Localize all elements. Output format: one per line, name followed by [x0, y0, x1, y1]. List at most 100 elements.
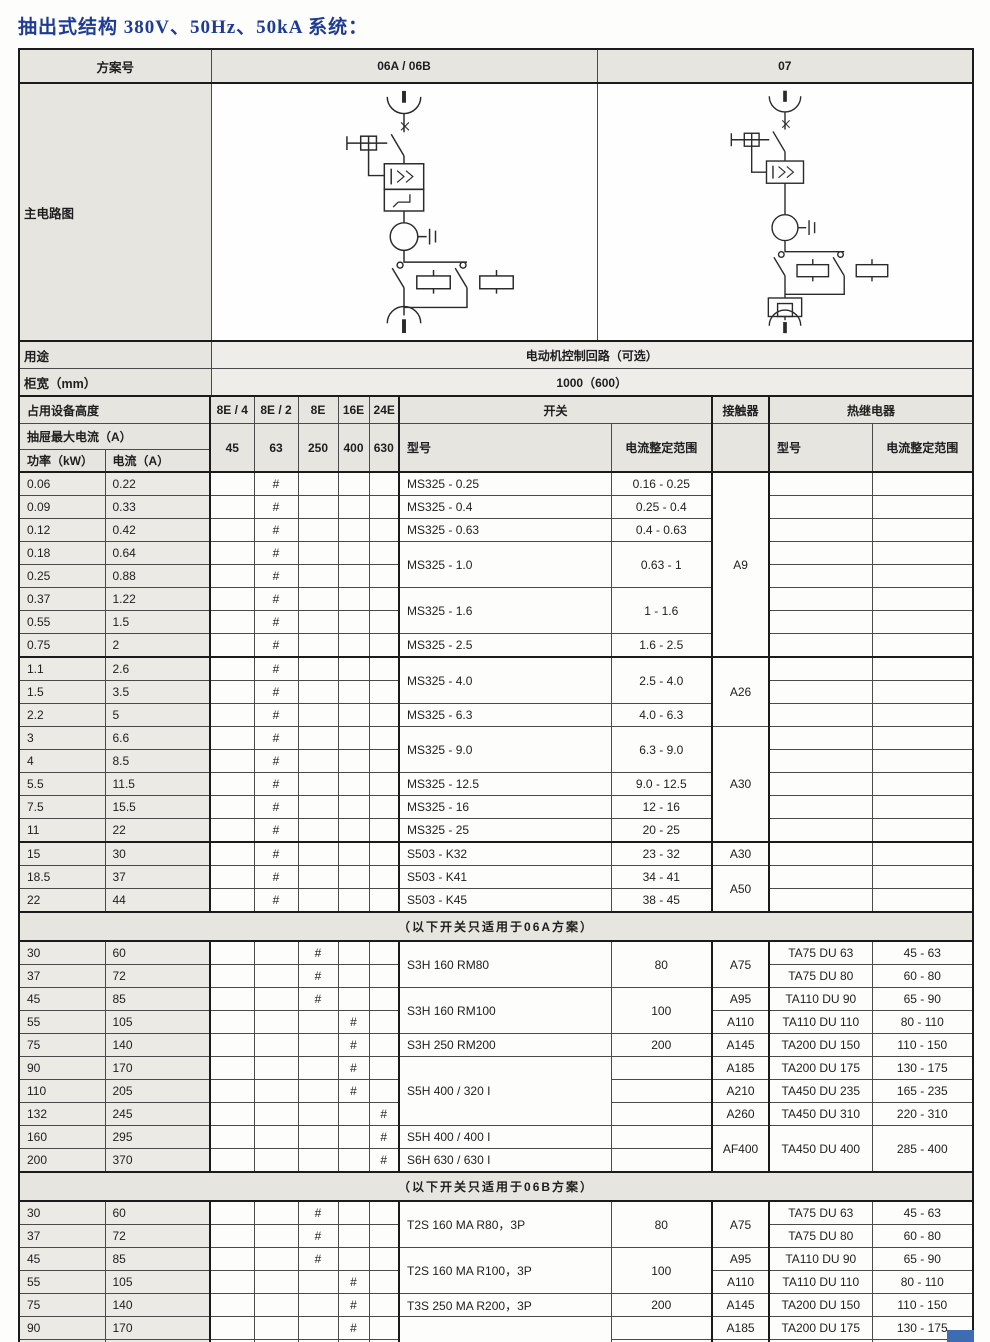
cell	[253, 964, 299, 988]
main-circuit-label: 主电路图	[18, 82, 212, 342]
selection-table: 占用设备高度 8E / 4 8E / 2 8E 16E 24E 开关 接触器 热继电器 抽屉最大电…	[18, 395, 975, 1342]
cell: A50	[711, 865, 770, 913]
cell	[368, 471, 400, 496]
cell: A145	[711, 1293, 770, 1317]
cell: 370	[104, 1148, 211, 1173]
cell: #	[297, 1224, 339, 1248]
cell: 63	[253, 423, 299, 473]
cell	[337, 518, 370, 542]
cell	[209, 888, 255, 913]
cell	[253, 1200, 299, 1225]
cell	[209, 772, 255, 796]
cell: 45	[209, 423, 255, 473]
cell	[253, 1125, 299, 1149]
cell: A75	[711, 940, 770, 988]
cell	[253, 987, 299, 1011]
cell: 65 - 90	[871, 1247, 974, 1271]
cell	[368, 1224, 400, 1248]
cell	[209, 587, 255, 611]
cell	[209, 1224, 255, 1248]
cell: S3H 250 RM200	[398, 1033, 612, 1057]
cell: 132	[18, 1102, 106, 1126]
section-banner: （以下开关只适用于06A方案）	[18, 911, 974, 942]
cell	[768, 703, 873, 727]
cell: S503 - K45	[398, 888, 612, 913]
cell	[768, 865, 873, 889]
cell	[337, 703, 370, 727]
cell: 85	[104, 987, 211, 1011]
cell	[209, 656, 255, 681]
cell	[871, 888, 974, 913]
cell	[209, 1079, 255, 1103]
cell: A95	[711, 1247, 770, 1271]
cell	[871, 703, 974, 727]
cell	[337, 749, 370, 773]
cell: 4.0 - 6.3	[610, 703, 713, 727]
circuit-diagram-07-icon	[730, 90, 889, 333]
cell: #	[337, 1270, 370, 1294]
cell	[253, 1033, 299, 1057]
cell: TA110 DU 90	[768, 1247, 873, 1271]
table-row: 2.2 5 # MS325 - 6.3 4.0 - 6.3	[18, 703, 974, 727]
table-row: 90 170 # S5H 400 / 320 I A185 TA200 DU 175 130…	[18, 1056, 974, 1126]
table-row: 45 85 # T2S 160 MA R100，3P 100 A95 TA110 DU 90…	[18, 1247, 974, 1294]
cell	[253, 1316, 299, 1340]
cell: MS325 - 1.6	[398, 587, 612, 634]
table-row: 方案号 06A / 06B 07	[18, 48, 974, 84]
cell: 0.88	[104, 564, 211, 588]
cell: #	[253, 633, 299, 658]
cell: #	[297, 1200, 339, 1225]
table-row: 用途 电动机控制回路（可选）	[18, 340, 974, 369]
cell	[368, 541, 400, 565]
cell: 110 - 150	[871, 1033, 974, 1057]
cell	[337, 1200, 370, 1225]
cell: #	[253, 749, 299, 773]
cell: 1.22	[104, 587, 211, 611]
cell: 400	[337, 423, 370, 473]
cell	[209, 471, 255, 496]
cell: 55	[18, 1010, 106, 1034]
cell	[337, 587, 370, 611]
cell: MS325 - 6.3	[398, 703, 612, 727]
cell: #	[337, 1010, 370, 1034]
cell: 5.5	[18, 772, 106, 796]
cell: 12 - 16	[610, 795, 713, 819]
cell	[337, 495, 370, 519]
cell: TA450 DU 400	[768, 1125, 873, 1173]
cell: 200	[18, 1148, 106, 1173]
cell: 22	[18, 888, 106, 913]
cell	[297, 633, 339, 658]
cell: S503 - K41	[398, 865, 612, 889]
cell	[768, 541, 873, 565]
cell: 285 - 400	[871, 1125, 974, 1173]
cell	[209, 749, 255, 773]
cell: 44	[104, 888, 211, 913]
table-row: 占用设备高度 8E / 4 8E / 2 8E 16E 24E 开关 接触器 热继电器	[18, 395, 974, 424]
cell: #	[253, 703, 299, 727]
cell: TA110 DU 110	[768, 1270, 873, 1294]
cell	[768, 680, 873, 704]
cell: 1.5	[18, 680, 106, 704]
cell: S503 - K32	[398, 841, 612, 866]
cell: A95	[711, 987, 770, 1011]
cell: 8.5	[104, 749, 211, 773]
cell	[297, 888, 339, 913]
cell: 0.09	[18, 495, 106, 519]
cell	[871, 495, 974, 519]
cell: 0.33	[104, 495, 211, 519]
cell	[610, 1056, 713, 1080]
cell: TA450 DU 310	[768, 1102, 873, 1126]
cell: 160	[18, 1125, 106, 1149]
cell	[337, 818, 370, 843]
cell: 热继电器	[768, 395, 974, 424]
cell	[337, 1125, 370, 1149]
cell: A210	[711, 1079, 770, 1103]
cell	[337, 564, 370, 588]
cell	[297, 772, 339, 796]
cell	[209, 1148, 255, 1173]
cell	[337, 772, 370, 796]
cell: 5	[104, 703, 211, 727]
table-row: 75 140 # T3S 250 MA R200，3P 200 A145 TA200 DU …	[18, 1293, 974, 1317]
cell: #	[253, 841, 299, 866]
cell: 220 - 310	[871, 1102, 974, 1126]
